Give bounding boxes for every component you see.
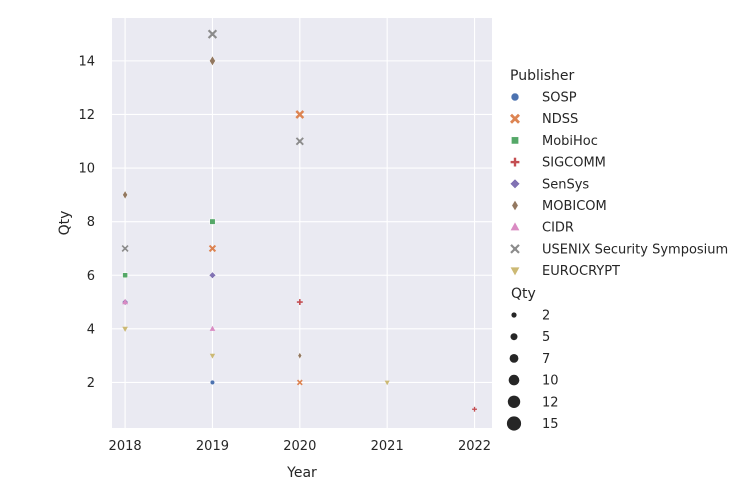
legend-marker-sensys xyxy=(509,178,521,189)
x-tick-label: 2021 xyxy=(371,439,404,454)
legend-label-mobihoc: MobiHoc xyxy=(542,134,598,149)
size-legend-marker xyxy=(508,374,520,386)
point-sosp xyxy=(209,379,216,386)
legend-title-qty: Qty xyxy=(511,286,536,302)
point-usenix-security-symposium xyxy=(207,29,218,39)
point-mobihoc xyxy=(122,272,128,279)
legend-label-sensys: SenSys xyxy=(542,177,589,192)
size-legend-label: 5 xyxy=(542,330,550,345)
y-tick-label: 2 xyxy=(87,376,95,391)
point-usenix-security-symposium xyxy=(295,137,304,146)
point-mobicom xyxy=(122,190,128,200)
data-points xyxy=(121,29,477,412)
plot-background xyxy=(112,18,492,428)
point-mobicom xyxy=(209,55,216,67)
size-legend-label: 15 xyxy=(542,417,559,432)
legend-marker-mobihoc xyxy=(511,136,519,145)
size-legend-label: 12 xyxy=(542,395,559,410)
legend-marker-sigcomm xyxy=(510,157,520,167)
size-legend-marker xyxy=(510,333,518,341)
size-legend-label: 7 xyxy=(542,352,550,367)
point-eurocrypt xyxy=(209,353,216,359)
legend-label-sigcomm: SIGCOMM xyxy=(542,156,606,171)
legend-label-cidr: CIDR xyxy=(542,221,574,236)
x-tick-label: 2019 xyxy=(196,439,229,454)
point-ndss xyxy=(295,110,305,119)
point-ndss xyxy=(208,244,217,253)
legend-label-mobicom: MOBICOM xyxy=(542,199,607,214)
legend: Publisher Qty SOSP NDSS MobiHoc SIGCOMM SenS… xyxy=(506,68,728,432)
legend-label-eurocrypt: EUROCRYPT xyxy=(542,264,620,279)
size-legend-marker xyxy=(506,416,522,431)
point-eurocrypt xyxy=(122,326,128,332)
size-legend-label: 10 xyxy=(542,374,559,389)
point-sigcomm xyxy=(296,299,303,306)
size-legend-marker xyxy=(511,312,517,318)
legend-marker-ndss xyxy=(510,113,520,124)
point-cidr xyxy=(209,325,216,331)
legend-marker-eurocrypt xyxy=(510,267,520,276)
point-sigcomm xyxy=(472,406,477,412)
y-tick-label: 12 xyxy=(78,108,95,123)
point-sensys xyxy=(208,271,217,279)
x-tick-label: 2020 xyxy=(283,439,316,454)
legend-marker-sosp xyxy=(510,92,520,102)
legend-label-sosp: SOSP xyxy=(542,91,577,106)
point-cidr xyxy=(122,298,129,305)
legend-label-ndss: NDSS xyxy=(542,112,578,127)
y-tick-label: 4 xyxy=(87,322,95,337)
legend-label-usenix-security-symposium: USENIX Security Symposium xyxy=(542,242,728,257)
x-axis-title: Year xyxy=(286,465,317,481)
point-usenix-security-symposium xyxy=(121,244,129,252)
grid-lines xyxy=(112,18,492,428)
x-tick-label: 2022 xyxy=(458,439,491,454)
y-tick-label: 6 xyxy=(87,269,95,284)
legend-title-publisher: Publisher xyxy=(510,68,575,84)
y-tick-labels: 2 4 6 8 10 12 14 xyxy=(78,54,95,391)
point-mobicom xyxy=(297,351,303,360)
y-tick-label: 14 xyxy=(78,54,95,69)
size-legend-label: 2 xyxy=(542,309,550,324)
point-mobihoc xyxy=(209,218,216,225)
legend-marker-usenix-security-symposium xyxy=(510,244,520,254)
size-legend-marker xyxy=(509,354,519,363)
size-legend-marker xyxy=(507,395,521,408)
y-tick-label: 8 xyxy=(87,215,95,230)
legend-marker-mobicom xyxy=(511,199,519,212)
point-ndss xyxy=(296,379,303,386)
x-tick-labels: 2018 2019 2020 2021 2022 xyxy=(109,439,492,454)
x-tick-label: 2018 xyxy=(109,439,142,454)
legend-marker-cidr xyxy=(510,222,520,231)
y-axis-title: Qty xyxy=(57,211,73,236)
y-tick-label: 10 xyxy=(78,162,95,177)
point-eurocrypt xyxy=(384,380,390,386)
